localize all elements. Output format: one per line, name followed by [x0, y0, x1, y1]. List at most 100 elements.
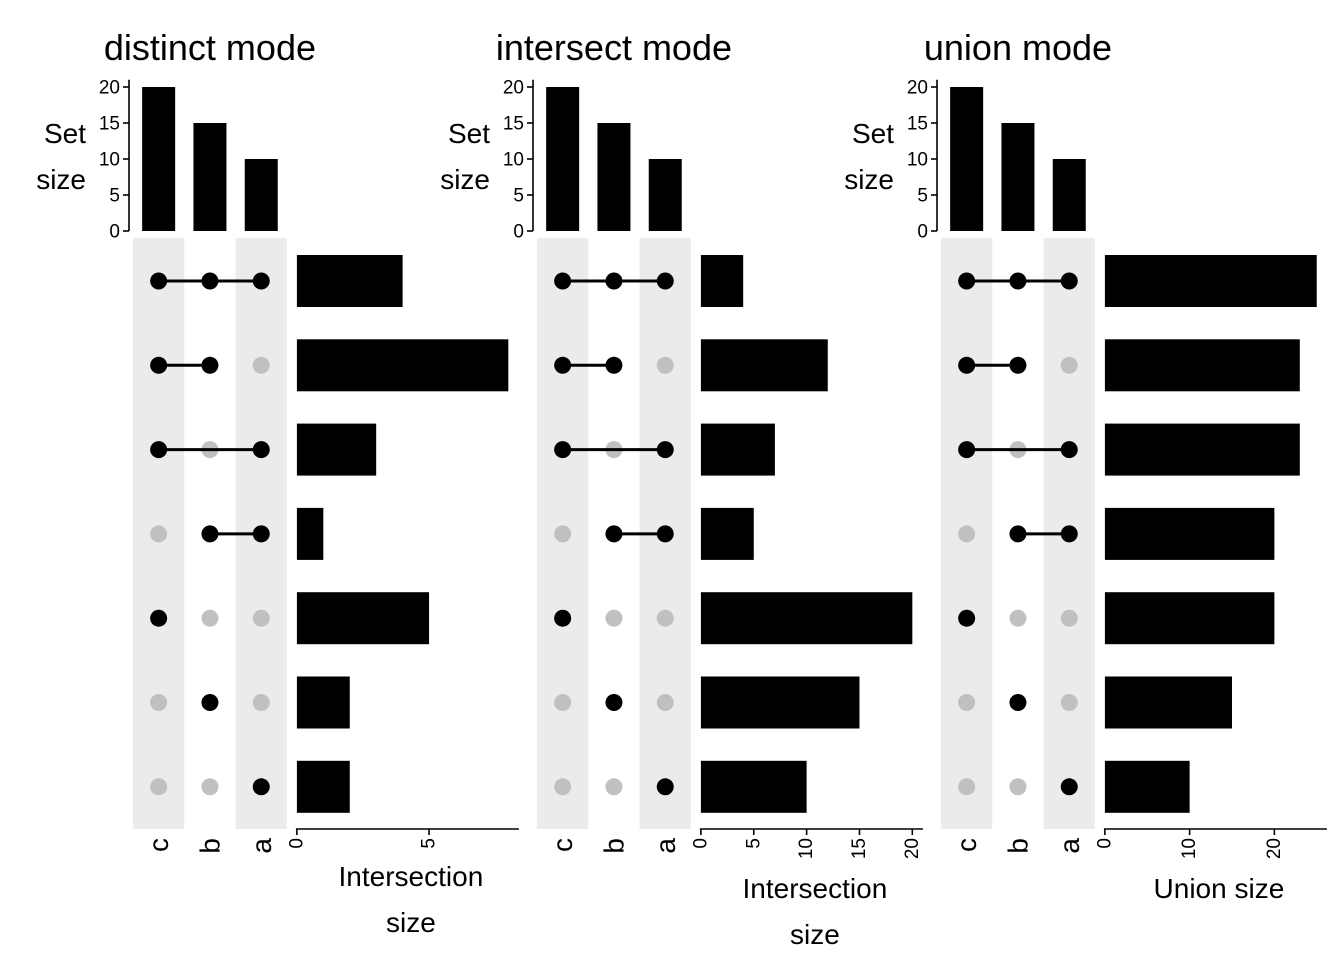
matrix-dot-on	[605, 525, 623, 543]
size-bar	[296, 760, 350, 813]
set-size-bar-c	[950, 87, 984, 231]
set-size-tick-label: 5	[109, 186, 120, 207]
size-tick-label: 20	[902, 838, 923, 859]
set-size-axis-label: Set	[44, 118, 86, 149]
matrix-dot-off	[252, 694, 270, 711]
matrix-dot-off	[605, 778, 623, 796]
size-bar	[1104, 423, 1300, 476]
set-name-label: a	[246, 838, 277, 854]
matrix-dot-on	[605, 694, 623, 711]
set-size-tick-label: 0	[917, 222, 928, 243]
set-name-label: c	[951, 838, 982, 852]
matrix-dot-off	[252, 356, 270, 374]
matrix-dot-off	[958, 778, 976, 796]
set-size-tick-label: 20	[907, 78, 928, 99]
set-size-tick-label: 5	[513, 186, 524, 207]
set-size-tick-label: 15	[503, 114, 524, 135]
size-axis-label: Intersection	[743, 873, 888, 904]
size-axis-label: size	[790, 919, 840, 950]
panel-title: distinct mode	[104, 27, 316, 68]
matrix-dot-on	[1009, 694, 1027, 711]
set-name-label: c	[547, 838, 578, 852]
size-axis-label: size	[386, 907, 436, 938]
matrix-dot-on	[150, 441, 168, 459]
matrix-dot-on	[201, 272, 219, 290]
set-size-tick-label: 20	[503, 78, 524, 99]
matrix-dot-on	[656, 778, 674, 796]
set-size-axis-label: Set	[448, 118, 490, 149]
matrix-dot-on	[958, 272, 976, 290]
matrix-dot-off	[554, 694, 572, 711]
set-size-tick-label: 10	[503, 150, 524, 171]
matrix-dot-off	[201, 778, 219, 796]
size-bar	[1104, 676, 1232, 729]
set-name-label: b	[598, 838, 629, 854]
matrix-dot-on	[605, 272, 623, 290]
set-size-tick-label: 15	[907, 114, 928, 135]
set-size-tick-label: 5	[917, 186, 928, 207]
matrix-dot-off	[958, 694, 976, 711]
matrix-dot-off	[150, 525, 168, 543]
size-bar	[700, 255, 744, 307]
set-size-axis-label: Set	[852, 118, 894, 149]
size-bar	[296, 676, 350, 729]
size-bar	[700, 760, 807, 813]
matrix-dot-on	[1060, 441, 1078, 459]
set-name-label: b	[194, 838, 225, 854]
size-bar	[1104, 592, 1275, 645]
set-name-label: c	[143, 838, 174, 852]
size-bar	[296, 255, 403, 307]
size-tick-label: 0	[690, 838, 711, 849]
matrix-dot-on	[554, 441, 572, 459]
size-tick-label: 5	[419, 838, 440, 849]
set-size-tick-label: 0	[109, 222, 120, 243]
size-bar	[296, 507, 324, 560]
size-tick-label: 0	[286, 838, 307, 849]
matrix-dot-off	[656, 694, 674, 711]
set-size-bar-a	[244, 159, 278, 231]
size-bar	[296, 339, 509, 392]
set-size-tick-label: 20	[99, 78, 120, 99]
size-bar	[1104, 339, 1300, 392]
matrix-dot-on	[150, 272, 168, 290]
size-bar	[700, 676, 860, 729]
matrix-dot-on	[554, 356, 572, 374]
matrix-dot-on	[1060, 778, 1078, 796]
size-tick-label: 10	[1179, 838, 1200, 859]
matrix-dot-off	[958, 525, 976, 543]
size-bar	[700, 339, 828, 392]
matrix-dot-on	[656, 441, 674, 459]
panel-title: intersect mode	[496, 27, 732, 68]
size-bar	[700, 592, 913, 645]
set-size-axis-label: size	[440, 164, 490, 195]
matrix-dot-on	[150, 609, 168, 627]
matrix-dot-off	[605, 609, 623, 627]
matrix-dot-off	[201, 609, 219, 627]
matrix-dot-off	[554, 525, 572, 543]
set-size-tick-label: 0	[513, 222, 524, 243]
matrix-dot-on	[1060, 525, 1078, 543]
size-axis-label: Intersection	[339, 861, 484, 892]
matrix-dot-on	[201, 694, 219, 711]
set-size-tick-label: 10	[99, 150, 120, 171]
matrix-dot-on	[605, 356, 623, 374]
matrix-dot-on	[554, 272, 572, 290]
matrix-dot-on	[958, 356, 976, 374]
set-name-label: b	[1002, 838, 1033, 854]
matrix-dot-on	[252, 778, 270, 796]
set-size-bar-c	[142, 87, 176, 231]
matrix-dot-on	[150, 356, 168, 374]
matrix-dot-off	[1060, 356, 1078, 374]
set-name-label: a	[1054, 838, 1085, 854]
matrix-dot-on	[201, 356, 219, 374]
size-bar	[700, 423, 775, 476]
set-size-bar-a	[648, 159, 682, 231]
set-name-label: a	[650, 838, 681, 854]
size-axis-label: Union size	[1154, 873, 1285, 904]
matrix-dot-off	[150, 694, 168, 711]
size-bar	[700, 507, 754, 560]
matrix-dot-off	[1060, 694, 1078, 711]
